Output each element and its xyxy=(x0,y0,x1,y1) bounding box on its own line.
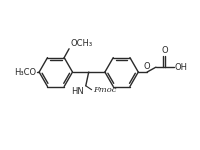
Text: OH: OH xyxy=(175,63,188,72)
Text: HN: HN xyxy=(71,87,84,96)
Text: O: O xyxy=(144,62,150,71)
Text: H₃CO: H₃CO xyxy=(14,68,36,76)
Text: Fmoc: Fmoc xyxy=(93,86,116,94)
Text: O: O xyxy=(161,46,168,55)
Text: OCH₃: OCH₃ xyxy=(70,39,92,48)
